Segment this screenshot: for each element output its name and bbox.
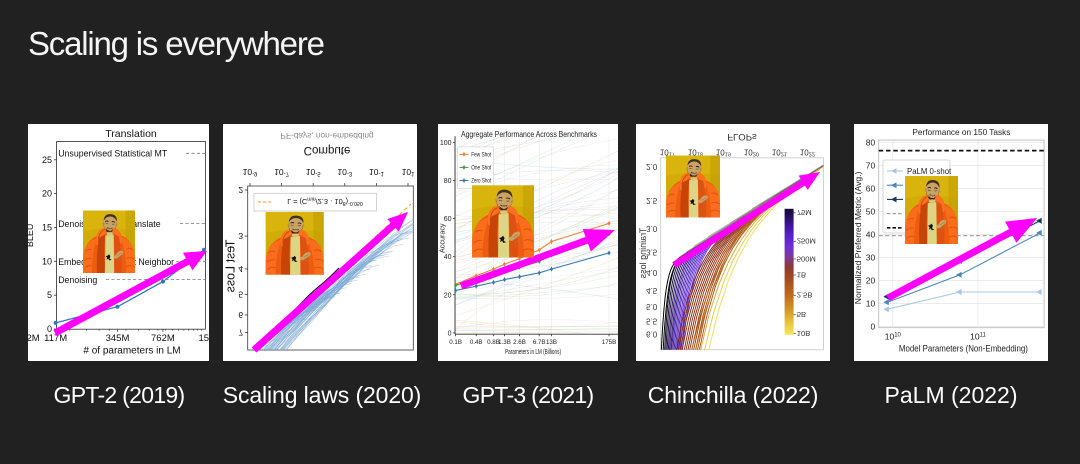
svg-text:10B: 10B <box>797 329 811 338</box>
svg-text:2: 2 <box>238 185 243 195</box>
svg-text:0: 0 <box>870 321 875 331</box>
svg-text:40: 40 <box>866 229 876 239</box>
svg-text:20: 20 <box>444 292 452 299</box>
svg-text:5: 5 <box>238 289 243 299</box>
svg-text:10: 10 <box>866 298 876 308</box>
svg-text:30: 30 <box>866 252 876 262</box>
svg-text:BLEU: BLEU <box>28 224 35 248</box>
svg-text:Aggregate Performance Across B: Aggregate Performance Across Benchmarks <box>461 129 597 139</box>
svg-text:6.7B: 6.7B <box>533 339 546 346</box>
svg-text:10-9: 10-9 <box>243 167 258 177</box>
svg-text:0.4B: 0.4B <box>470 339 483 346</box>
svg-text:Denoising: Denoising <box>58 275 97 285</box>
svg-text:1021: 1021 <box>772 148 787 157</box>
svg-text:70: 70 <box>866 160 876 170</box>
svg-text:5B: 5B <box>797 310 806 319</box>
svg-text:80: 80 <box>866 137 876 147</box>
svg-text:1.3B: 1.3B <box>498 339 511 346</box>
svg-text:0: 0 <box>448 330 452 337</box>
svg-text:Parameters in LM (Billions): Parameters in LM (Billions) <box>505 349 561 356</box>
svg-text:15: 15 <box>42 223 52 233</box>
svg-text:20: 20 <box>866 275 876 285</box>
svg-text:Translation: Translation <box>105 128 157 140</box>
svg-text:80: 80 <box>444 178 452 185</box>
svg-text:Zero Shot: Zero Shot <box>471 178 491 185</box>
svg-text:40: 40 <box>444 254 452 261</box>
svg-text:0.1B: 0.1B <box>449 339 462 346</box>
svg-text:Performance on 150 Tasks: Performance on 150 Tasks <box>912 127 1011 137</box>
svg-text:100: 100 <box>440 140 452 147</box>
svg-text:5.5: 5.5 <box>646 316 658 325</box>
svg-text:1020: 1020 <box>744 148 759 157</box>
svg-text:2.6B: 2.6B <box>513 339 526 346</box>
svg-text:Normalized Preferred Metric (A: Normalized Preferred Metric (Avg.) <box>854 171 863 304</box>
svg-text:250M: 250M <box>797 237 816 246</box>
svg-text:25: 25 <box>42 155 52 165</box>
svg-text:101: 101 <box>402 167 415 177</box>
svg-text:2M: 2M <box>28 333 40 344</box>
svg-text:3: 3 <box>238 231 243 241</box>
svg-text:Unsupervised Statistical MT: Unsupervised Statistical MT <box>58 149 168 159</box>
svg-text:50: 50 <box>866 206 876 216</box>
svg-text:# of parameters in LM: # of parameters in LM <box>83 346 180 357</box>
svg-text:20: 20 <box>42 189 52 199</box>
svg-text:1B: 1B <box>797 270 806 279</box>
svg-text:FLOPs: FLOPs <box>727 131 757 142</box>
svg-text:7: 7 <box>238 328 243 338</box>
svg-text:1010: 1010 <box>885 332 902 342</box>
svg-text:1542M: 1542M <box>199 333 210 344</box>
svg-text:6: 6 <box>238 310 243 320</box>
svg-text:1011: 1011 <box>970 332 986 342</box>
svg-text:175B: 175B <box>602 339 616 346</box>
svg-text:One Shot: One Shot <box>471 165 491 172</box>
svg-text:500M: 500M <box>797 254 816 263</box>
svg-text:345M: 345M <box>106 333 130 344</box>
svg-text:10: 10 <box>42 256 52 266</box>
svg-text:PaLM 0-shot: PaLM 0-shot <box>907 167 952 176</box>
svg-text:4: 4 <box>238 264 243 274</box>
svg-text:0: 0 <box>47 324 52 334</box>
svg-text:10-5: 10-5 <box>306 167 321 177</box>
svg-text:1019: 1019 <box>716 148 731 157</box>
svg-text:5: 5 <box>47 290 52 300</box>
svg-text:10-7: 10-7 <box>274 167 289 177</box>
svg-text:4.0: 4.0 <box>646 268 658 277</box>
svg-text:PF-days, non-embedding: PF-days, non-embedding <box>280 131 374 141</box>
svg-text:60: 60 <box>444 216 452 223</box>
svg-text:4.5: 4.5 <box>646 286 658 295</box>
svg-text:2.5B: 2.5B <box>797 291 813 300</box>
svg-text:0.8B: 0.8B <box>487 339 500 346</box>
svg-text:Model Parameters (Non-Embeddin: Model Parameters (Non-Embedding) <box>899 344 1028 354</box>
svg-text:Few Shot: Few Shot <box>471 152 491 159</box>
svg-text:Test Loss: Test Loss <box>224 240 238 293</box>
svg-text:60: 60 <box>866 183 876 193</box>
svg-text:Training loss: Training loss <box>638 228 648 279</box>
svg-text:117M: 117M <box>44 333 67 344</box>
svg-text:1022: 1022 <box>800 148 815 157</box>
svg-text:Accuracy: Accuracy <box>438 223 447 253</box>
svg-text:75M: 75M <box>797 208 812 217</box>
svg-text:L = (Cmin/2.3 · 108)-0.050: L = (Cmin/2.3 · 108)-0.050 <box>287 196 363 207</box>
svg-text:Compute: Compute <box>304 144 351 156</box>
svg-text:3.5: 3.5 <box>646 248 658 257</box>
svg-text:1018: 1018 <box>688 148 703 157</box>
svg-text:6.0: 6.0 <box>646 330 658 339</box>
svg-text:10-1: 10-1 <box>369 167 384 177</box>
svg-text:762M: 762M <box>151 333 175 344</box>
svg-text:1017: 1017 <box>660 148 675 157</box>
svg-text:3.0: 3.0 <box>646 224 658 233</box>
svg-text:13B: 13B <box>546 339 557 346</box>
svg-text:5.0: 5.0 <box>646 302 658 311</box>
svg-text:2.5: 2.5 <box>646 196 658 205</box>
svg-text:10-3: 10-3 <box>337 167 352 177</box>
svg-text:2.0: 2.0 <box>646 162 658 171</box>
